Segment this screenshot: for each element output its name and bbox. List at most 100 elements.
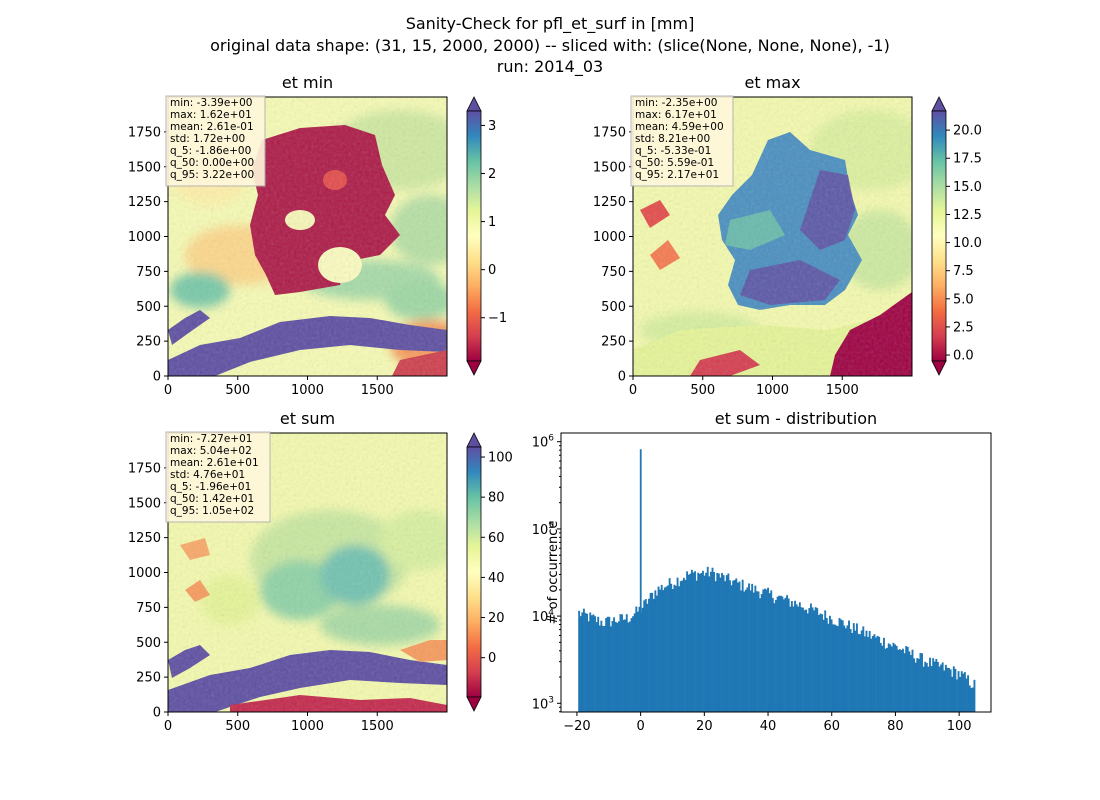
histogram-bar — [684, 579, 687, 712]
y-tick-label: 1500 — [128, 496, 161, 511]
histogram-bar — [671, 589, 674, 712]
histogram-bar — [641, 607, 644, 712]
y-axis-et-max: 0 250 500 750 1000 1250 1500 1750 — [593, 125, 633, 385]
histogram-bar — [759, 598, 762, 712]
histogram-bar — [819, 613, 822, 712]
histogram-bar — [794, 600, 796, 712]
histogram-bar — [852, 623, 855, 712]
histogram-bar — [624, 619, 627, 712]
histogram-bar — [584, 613, 587, 712]
y-tick-label: 0 — [153, 706, 161, 721]
histogram-bar — [770, 590, 773, 712]
x-tick-label: 0 — [164, 719, 172, 734]
x-tick-label: 500 — [225, 383, 250, 398]
histogram-bars — [578, 449, 976, 712]
histogram-bar — [808, 608, 811, 712]
histogram-bar — [941, 662, 944, 712]
histogram-spike-bar — [639, 449, 642, 712]
y-tick-label: 500 — [136, 300, 161, 315]
histogram-bar — [740, 590, 743, 712]
stat-max: max: 5.04e+02 — [170, 445, 252, 457]
histogram-bar — [721, 572, 723, 712]
histogram-bar — [763, 588, 766, 712]
histogram-bar — [616, 622, 619, 712]
histogram-bar — [757, 591, 760, 712]
histogram-bar — [586, 613, 589, 712]
colorbar-tick-label: 2.5 — [953, 320, 974, 335]
histogram-bar — [578, 610, 581, 712]
histogram-bar — [705, 572, 708, 712]
histogram-bar — [970, 687, 973, 712]
histogram-bar — [863, 636, 866, 712]
histogram-bar — [889, 644, 892, 712]
y-tick-label: 1500 — [128, 160, 161, 175]
histogram-bar — [913, 658, 916, 712]
histogram-bar — [686, 571, 689, 712]
histogram-bar — [695, 580, 698, 712]
histogram-bar — [709, 571, 712, 712]
histogram-bar — [655, 595, 658, 712]
x-tick-label: 40 — [760, 719, 777, 734]
histogram-bar — [935, 658, 938, 712]
stats-box-background — [630, 95, 734, 187]
y-tick-label: 1000 — [593, 230, 626, 245]
histogram-bar — [665, 586, 668, 712]
histogram-bar — [590, 615, 593, 712]
histogram-bar — [619, 614, 622, 712]
colorbar-tick-label: 2 — [488, 167, 496, 182]
histogram-bar — [738, 581, 741, 712]
histogram-bar — [690, 569, 693, 712]
histogram-bar — [746, 587, 749, 712]
stat-std: std: 4.76e+01 — [170, 469, 245, 481]
histogram-bar — [608, 616, 611, 712]
colorbar-tick-label: 0 — [488, 263, 496, 278]
histogram-bar — [703, 575, 706, 712]
histogram-bar — [824, 610, 827, 712]
histogram-bar — [840, 619, 843, 712]
stat-min: min: -7.27e+01 — [170, 433, 252, 445]
histogram-bar — [968, 685, 971, 712]
histogram-bar — [694, 571, 696, 712]
histogram-bar — [748, 583, 750, 712]
histogram-bar — [836, 626, 839, 712]
x-tick-label: 0 — [164, 383, 172, 398]
histogram-bar — [609, 626, 612, 712]
histogram-bar — [751, 583, 754, 712]
histogram-bar — [956, 679, 958, 712]
histogram-bar — [795, 604, 798, 712]
stat-mean: mean: 2.61e-01 — [170, 121, 254, 133]
histogram-bar — [959, 676, 962, 712]
histogram-bar — [663, 587, 666, 712]
histogram-bar — [735, 578, 738, 712]
histogram-bar — [749, 590, 752, 712]
histogram-bar — [948, 668, 950, 712]
histogram-bar — [660, 584, 663, 712]
y-tick-label: 104 — [532, 608, 555, 625]
stat-q5: q_5: -1.96e+01 — [170, 481, 251, 493]
y-tick-label: 250 — [601, 335, 626, 350]
histogram-bar — [797, 606, 800, 712]
histogram-bar — [725, 575, 728, 712]
histogram-bar — [651, 592, 654, 712]
histogram-bar — [914, 662, 917, 712]
stat-q5: q_5: -1.86e+00 — [170, 145, 251, 157]
colorbar-tick-label: 20 — [488, 611, 505, 626]
x-tick-label: 1000 — [291, 719, 324, 734]
histogram-bar — [922, 666, 925, 712]
histogram-bar — [816, 608, 819, 712]
histogram-bar — [732, 580, 735, 712]
y-tick-label: 1250 — [128, 531, 161, 546]
histogram-bar — [621, 614, 623, 712]
y-tick-label: 500 — [601, 300, 626, 315]
stat-std: std: 1.72e+00 — [170, 133, 245, 145]
histogram-bar — [625, 614, 628, 712]
colorbar-gradient — [466, 110, 482, 362]
colorbar-tick-label: 7.5 — [953, 264, 974, 279]
stat-min: min: -3.39e+00 — [170, 97, 252, 109]
histogram-bar — [643, 600, 646, 712]
histogram-bar — [865, 630, 868, 712]
histogram-bar — [821, 614, 823, 712]
histogram-bar — [771, 598, 774, 712]
colorbar-extend-bottom — [466, 360, 482, 376]
